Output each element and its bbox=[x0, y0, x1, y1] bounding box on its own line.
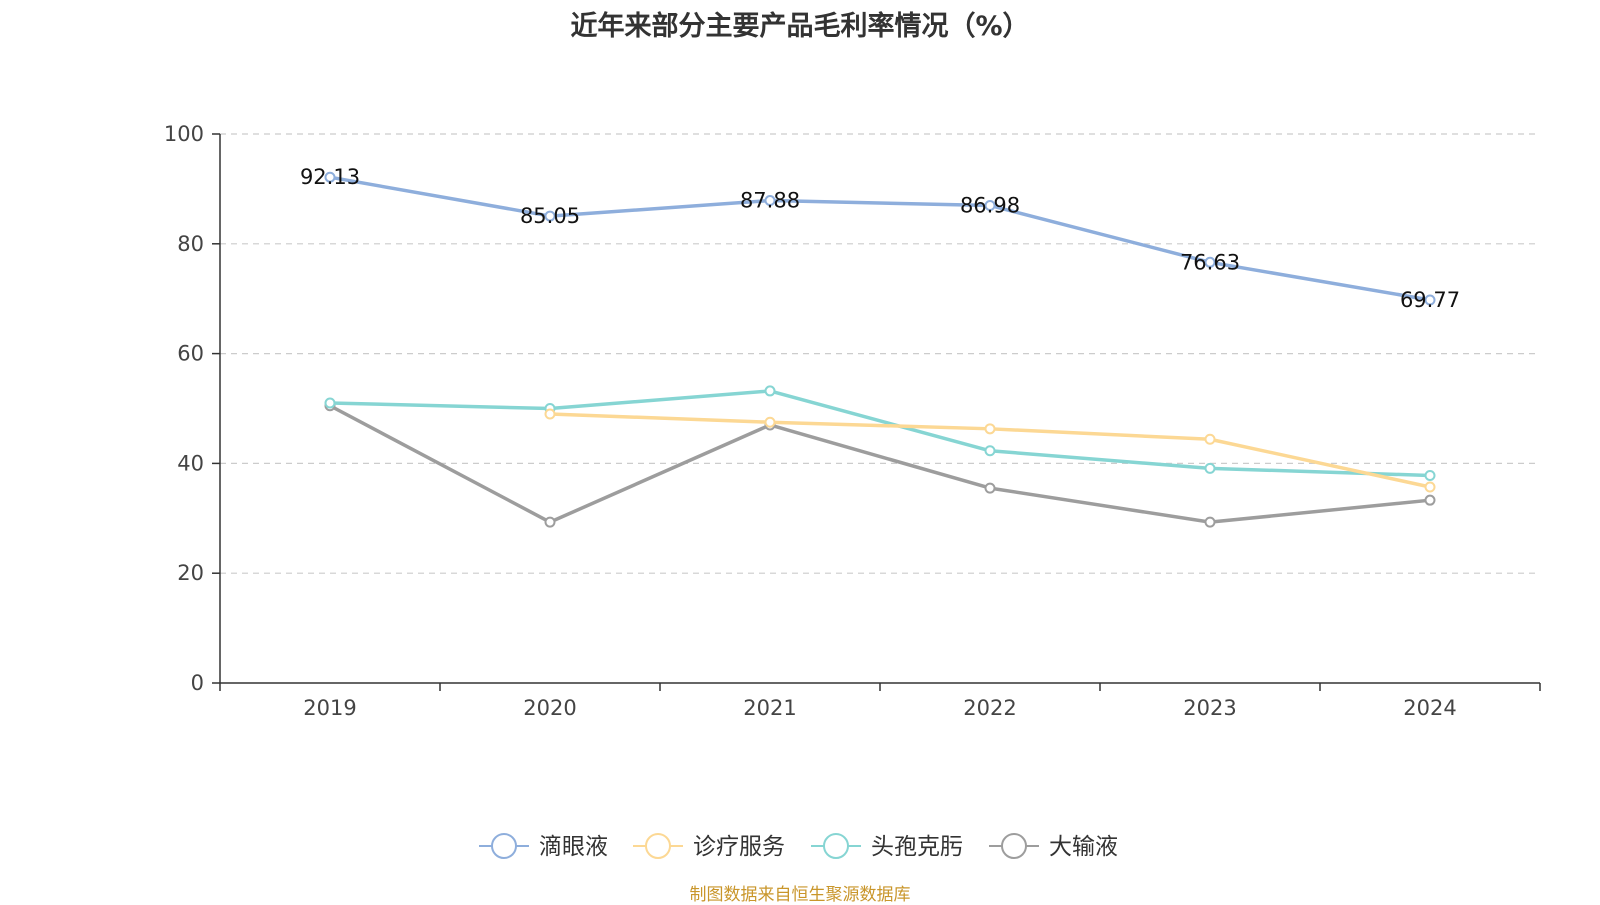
series-line-3 bbox=[328, 404, 1432, 524]
data-point-2-2023 bbox=[1204, 462, 1216, 474]
legend-marker-3 bbox=[1001, 833, 1027, 859]
series-line-0 bbox=[328, 175, 1432, 302]
data-point-1-2021 bbox=[764, 416, 776, 428]
series-lines bbox=[324, 171, 1436, 528]
legend-marker-2 bbox=[823, 833, 849, 859]
data-point-0-2022 bbox=[984, 199, 996, 211]
legend-item-2: 头孢克肟 bbox=[811, 833, 963, 860]
data-label-0-2020: 85.05 bbox=[520, 204, 580, 228]
y-tick-label-100: 100 bbox=[164, 122, 204, 146]
data-point-0-2024 bbox=[1424, 294, 1436, 306]
y-tick-label-40: 40 bbox=[177, 451, 204, 475]
data-point-2-2024 bbox=[1424, 469, 1436, 481]
legend-item-1: 诊疗服务 bbox=[633, 833, 785, 860]
legend-label-1: 诊疗服务 bbox=[693, 834, 785, 860]
x-tick-label-2022: 2022 bbox=[963, 696, 1016, 720]
legend-label-0: 滴眼液 bbox=[539, 834, 608, 860]
axes: 0 20 40 60 80 100 2019 2020 2021 2022 2023 2024 bbox=[164, 122, 1541, 720]
data-point-2-2022 bbox=[984, 445, 996, 457]
y-tick-label-80: 80 bbox=[177, 232, 204, 256]
data-point-3-2023 bbox=[1204, 516, 1216, 528]
legend-marker-0 bbox=[491, 833, 517, 859]
data-point-0-2020 bbox=[544, 210, 556, 222]
data-label-0-2019: 92.13 bbox=[300, 165, 360, 189]
data-label-0-2021: 87.88 bbox=[740, 189, 800, 213]
y-tick-label-0: 0 bbox=[191, 671, 204, 695]
source-note: 制图数据来自恒生聚源数据库 bbox=[689, 885, 911, 905]
data-point-1-2022 bbox=[984, 423, 996, 435]
data-point-2-2019 bbox=[324, 397, 336, 409]
x-tick-label-2021: 2021 bbox=[743, 696, 796, 720]
legend-item-3: 大输液 bbox=[989, 833, 1118, 860]
x-tick-label-2019: 2019 bbox=[303, 696, 356, 720]
data-point-2-2021 bbox=[764, 385, 776, 397]
data-label-0-2023: 76.63 bbox=[1180, 250, 1240, 274]
data-label-0-2022: 86.98 bbox=[960, 193, 1020, 217]
data-point-0-2023 bbox=[1204, 256, 1216, 268]
y-tick-label-20: 20 bbox=[177, 561, 204, 585]
legend-item-0: 滴眼液 bbox=[479, 833, 608, 860]
data-point-3-2022 bbox=[984, 482, 996, 494]
data-labels: 92.13 85.05 87.88 86.98 76.63 69.77 bbox=[300, 165, 1460, 312]
chart-title: 近年来部分主要产品毛利率情况（%） bbox=[570, 11, 1030, 42]
x-tick-label-2024: 2024 bbox=[1403, 696, 1456, 720]
data-point-0-2021 bbox=[764, 195, 776, 207]
series-line-2 bbox=[328, 389, 1432, 478]
y-tick-label-60: 60 bbox=[177, 342, 204, 366]
data-point-3-2024 bbox=[1424, 494, 1436, 506]
data-point-1-2023 bbox=[1204, 433, 1216, 445]
data-point-1-2020 bbox=[544, 408, 556, 420]
legend-label-3: 大输液 bbox=[1049, 834, 1118, 860]
data-point-0-2019 bbox=[324, 171, 336, 183]
data-point-3-2020 bbox=[544, 516, 556, 528]
legend-label-2: 头孢克肟 bbox=[871, 834, 963, 860]
data-label-0-2024: 69.77 bbox=[1400, 288, 1460, 312]
x-tick-label-2023: 2023 bbox=[1183, 696, 1236, 720]
data-point-1-2024 bbox=[1424, 481, 1436, 493]
legend-marker-1 bbox=[645, 833, 671, 859]
x-tick-label-2020: 2020 bbox=[523, 696, 576, 720]
legend: 滴眼液 诊疗服务 头孢克肟 大输液 bbox=[479, 833, 1118, 860]
